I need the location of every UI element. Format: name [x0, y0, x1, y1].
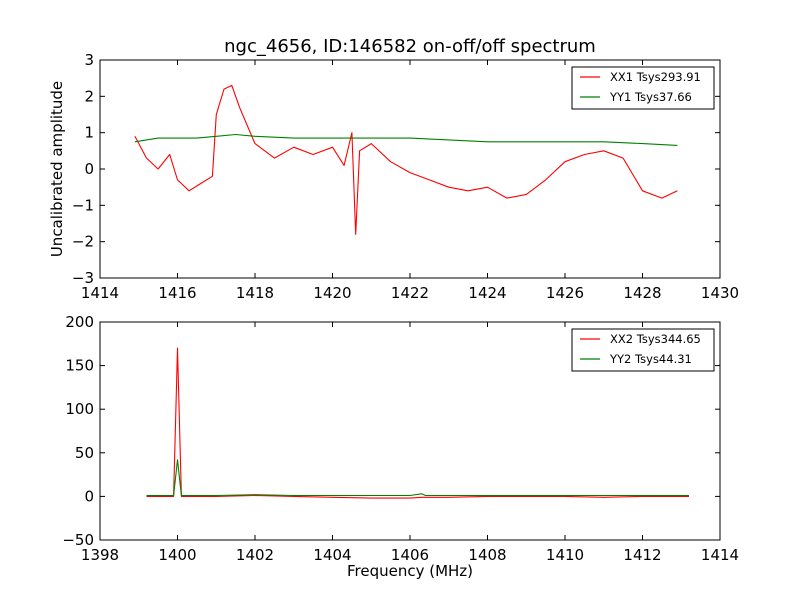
bottom-x-tick-label: 1408 — [468, 546, 506, 564]
top-series-line-yy — [134, 133, 678, 146]
top-series-line-xx — [134, 84, 678, 235]
bottom-y-tick-label: 150 — [65, 357, 94, 375]
bottom-plot-area: 1398 1400 1402 1404 1406 1408 1410 1412 1414 200 1… — [62, 313, 739, 564]
top-x-tick-label: 1422 — [391, 284, 429, 302]
top-plot-area: 1414 1416 1418 1420 1422 1424 1426 1428 1430 3 2 1 0… — [72, 51, 739, 302]
top-y-tick-label: −2 — [72, 233, 94, 251]
bottom-x-tick-label: 1400 — [158, 546, 196, 564]
bottom-series-line-yy — [146, 459, 689, 497]
bottom-y-tick-label: 50 — [75, 444, 94, 462]
bottom-series-line-xx — [146, 347, 689, 499]
bottom-y-tick-label: 200 — [65, 313, 94, 331]
bottom-legend: XX2 Tsys344.65 YY2 Tsys44.31 — [571, 328, 715, 372]
bottom-x-tick-label: 1406 — [391, 546, 429, 564]
bottom-y-tick-label: 0 — [84, 487, 94, 505]
top-x-tick-label: 1426 — [546, 284, 584, 302]
top-x-tick-label: 1416 — [158, 284, 196, 302]
top-x-tick-label: 1420 — [313, 284, 351, 302]
top-y-tick-label: −3 — [72, 269, 94, 287]
bottom-legend-box — [571, 328, 715, 372]
top-y-tick-label: 0 — [84, 160, 94, 178]
top-legend-box — [571, 66, 715, 110]
bottom-legend-label-xx2: XX2 Tsys344.65 — [610, 332, 701, 346]
top-x-tick-label: 1430 — [701, 284, 739, 302]
bottom-x-tick-label: 1412 — [623, 546, 661, 564]
bottom-panel: Frequency (MHz) 1398 1400 1402 1404 1406 1408… — [62, 313, 739, 580]
bottom-legend-label-yy2: YY2 Tsys44.31 — [609, 352, 692, 366]
bottom-x-tick-label: 1398 — [81, 546, 119, 564]
top-y-axis-label: Uncalibrated amplitude — [48, 81, 66, 257]
top-y-tick-label: 2 — [84, 87, 94, 105]
top-legend: XX1 Tsys293.91 YY1 Tsys37.66 — [571, 66, 715, 110]
bottom-y-tick-label: 100 — [65, 400, 94, 418]
top-x-tick-label: 1424 — [468, 284, 506, 302]
bottom-x-tick-label: 1402 — [236, 546, 274, 564]
bottom-x-tick-label: 1414 — [701, 546, 739, 564]
top-legend-label-yy1: YY1 Tsys37.66 — [609, 90, 692, 104]
top-x-tick-label: 1428 — [623, 284, 661, 302]
top-x-tick-label: 1414 — [81, 284, 119, 302]
bottom-x-tick-label: 1404 — [313, 546, 351, 564]
top-panel: ngc_4656, ID:146582 on-off/off spectrum … — [48, 36, 739, 302]
top-y-tick-label: 1 — [84, 124, 94, 142]
top-y-tick-label: −1 — [72, 196, 94, 214]
bottom-x-axis-label: Frequency (MHz) — [347, 562, 473, 580]
bottom-y-tick-label: −50 — [62, 531, 94, 549]
bottom-x-tick-label: 1410 — [546, 546, 584, 564]
top-y-tick-label: 3 — [84, 51, 94, 69]
top-legend-label-xx1: XX1 Tsys293.91 — [610, 70, 701, 84]
top-x-tick-label: 1418 — [236, 284, 274, 302]
top-chart-title: ngc_4656, ID:146582 on-off/off spectrum — [224, 36, 596, 57]
